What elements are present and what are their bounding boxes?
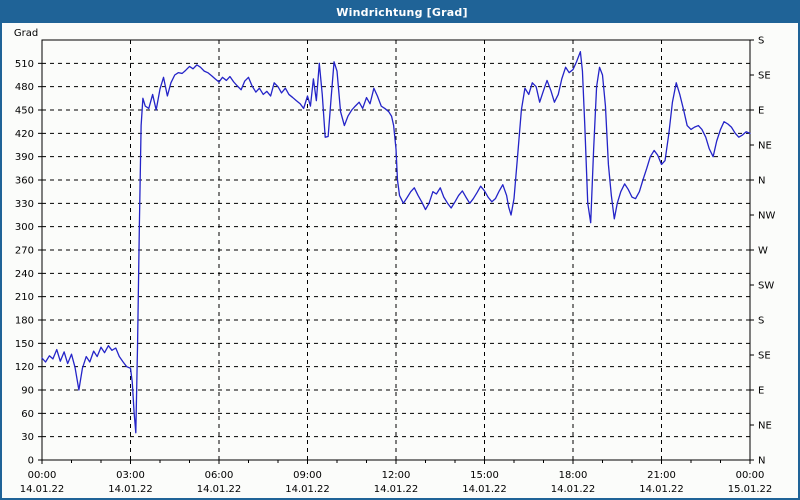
y-axis-tick-label: 450 xyxy=(15,106,34,117)
y-axis-unit-label: Grad xyxy=(14,28,38,39)
x-axis-time-label: 15:00 xyxy=(470,470,499,481)
right-axis-tick-label: SE xyxy=(758,71,771,82)
y-axis-tick-label: 390 xyxy=(15,152,34,163)
x-axis-time-label: 12:00 xyxy=(382,470,411,481)
chart-canvas: 0 30 60 90 120 150 180 210 240 270 300 330 360 390 420… xyxy=(2,23,798,498)
y-axis-tick-label: 150 xyxy=(15,339,34,350)
y-axis-tick-label: 270 xyxy=(15,246,34,257)
y-axis-tick-label: 420 xyxy=(15,129,34,140)
y-axis-tick-label: 240 xyxy=(15,269,34,280)
y-axis-tick-label: 330 xyxy=(15,199,34,210)
x-axis-date-label: 14.01.22 xyxy=(20,484,65,495)
right-axis-tick-label: W xyxy=(758,246,768,257)
y-axis-tick-label: 480 xyxy=(15,82,34,93)
x-axis-time-label: 00:00 xyxy=(736,470,765,481)
x-axis-date-label: 14.01.22 xyxy=(197,484,242,495)
right-axis-tick-label: N xyxy=(758,176,765,187)
x-axis-time-label: 09:00 xyxy=(293,470,322,481)
x-axis-date-label: 14.01.22 xyxy=(639,484,684,495)
x-axis-time-label: 06:00 xyxy=(205,470,234,481)
y-axis-tick-label: 60 xyxy=(21,409,34,420)
x-axis-date-label: 14.01.22 xyxy=(462,484,507,495)
right-axis-tick-label: NW xyxy=(758,211,775,222)
right-axis-tick-label: NE xyxy=(758,421,772,432)
x-axis-time-label: 18:00 xyxy=(559,470,588,481)
x-axis-date-label: 14.01.22 xyxy=(551,484,596,495)
plot-frame xyxy=(41,39,751,461)
page-title: Windrichtung [Grad] xyxy=(336,6,468,19)
right-axis-tick-label: E xyxy=(758,386,764,397)
x-axis-time-label: 00:00 xyxy=(28,470,57,481)
y-axis-tick-label: 90 xyxy=(21,386,34,397)
y-axis-tick-label: 360 xyxy=(15,176,34,187)
line-chart: 0 30 60 90 120 150 180 210 240 270 300 330 360 390 420… xyxy=(14,28,776,495)
y-axis-tick-label: 0 xyxy=(28,456,34,467)
axis-labels-layer: 0 30 60 90 120 150 180 210 240 270 300 330 360 390 420… xyxy=(14,28,776,495)
x-axis-date-label: 14.01.22 xyxy=(285,484,330,495)
x-axis-date-label: 15.01.22 xyxy=(728,484,773,495)
right-axis-tick-label: NE xyxy=(758,141,772,152)
window-title-bar: Windrichtung [Grad] xyxy=(2,2,798,23)
y-axis-tick-label: 30 xyxy=(21,432,34,443)
y-axis-tick-label: 510 xyxy=(15,59,34,70)
right-axis-tick-label: S xyxy=(758,316,764,327)
x-axis-time-label: 21:00 xyxy=(647,470,676,481)
x-axis-date-label: 14.01.22 xyxy=(374,484,419,495)
data-series-line xyxy=(41,51,751,434)
x-axis-date-label: 14.01.22 xyxy=(108,484,153,495)
x-axis-time-label: 03:00 xyxy=(116,470,145,481)
axes-layer xyxy=(38,39,754,464)
right-axis-tick-label: S xyxy=(758,36,764,47)
series-layer xyxy=(41,51,751,434)
y-axis-tick-label: 120 xyxy=(15,362,34,373)
y-axis-tick-label: 300 xyxy=(15,222,34,233)
right-axis-tick-label: SW xyxy=(758,281,774,292)
right-axis-tick-label: E xyxy=(758,106,764,117)
grid-layer xyxy=(42,40,750,460)
right-axis-tick-label: SE xyxy=(758,351,771,362)
y-axis-tick-label: 180 xyxy=(15,316,34,327)
right-axis-tick-label: N xyxy=(758,456,765,467)
y-axis-tick-label: 210 xyxy=(15,292,34,303)
